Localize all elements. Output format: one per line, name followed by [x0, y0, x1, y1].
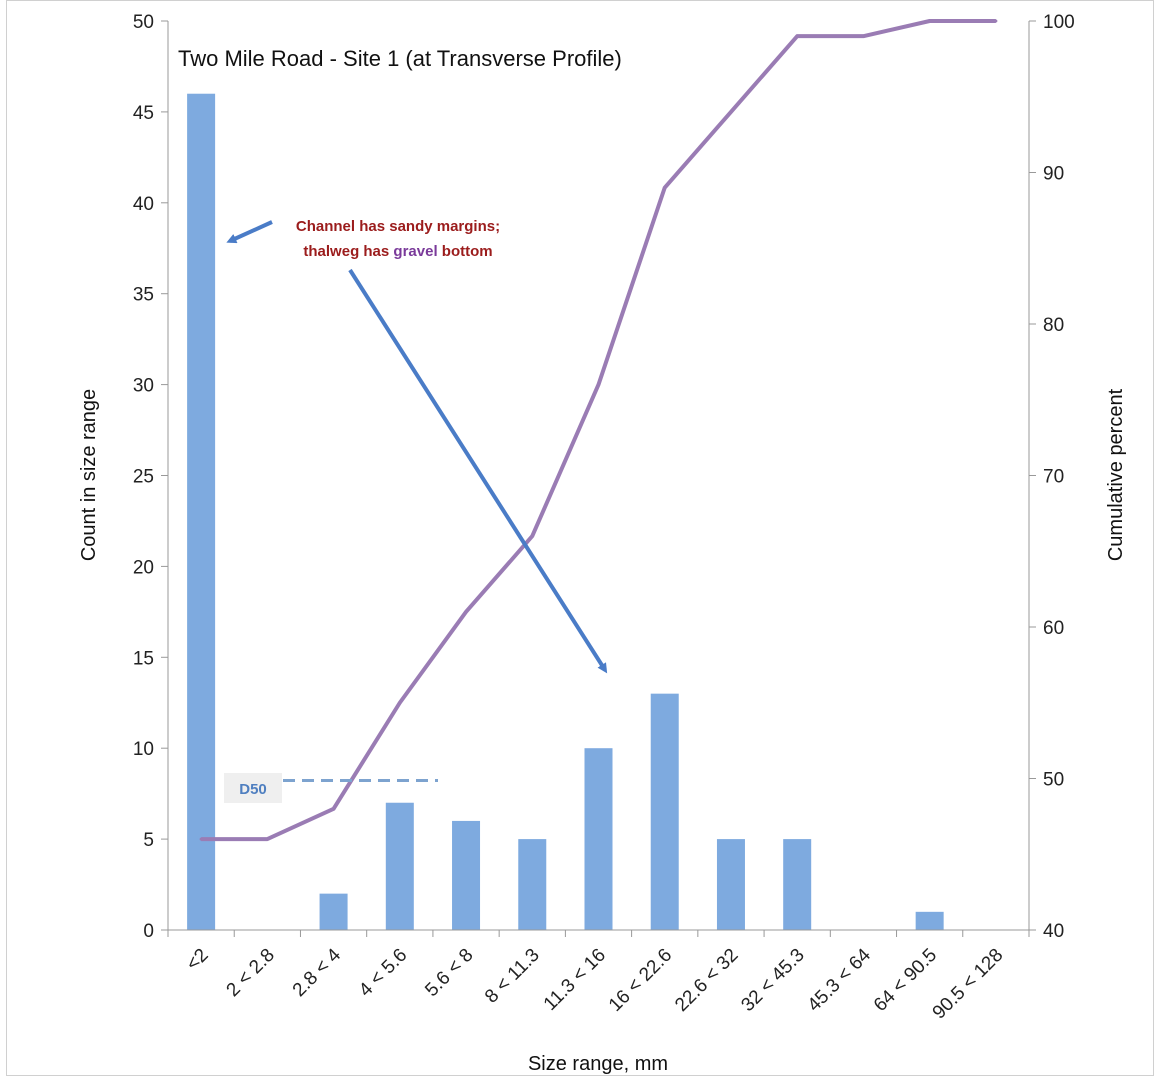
x-tick-label: 4 < 5.6 — [355, 945, 411, 1001]
y2-tick-label: 60 — [1043, 618, 1064, 639]
y-tick-label: 25 — [133, 467, 154, 488]
annotation-text-thalweg: thalweg has — [303, 243, 393, 260]
x-tick-label: <2 — [182, 945, 212, 975]
x-tick-label: 45.3 < 64 — [804, 944, 876, 1016]
bar-5 — [518, 839, 547, 930]
cumulative-point-1 — [265, 837, 269, 841]
bar-7 — [650, 693, 679, 930]
cumulative-point-2 — [332, 807, 336, 811]
x-axis-title: Size range, mm — [528, 1053, 668, 1075]
x-tick-label: 2 < 2.8 — [223, 945, 279, 1001]
annotation: Channel has sandy margins; thalweg has g… — [226, 218, 608, 674]
y-tick-label: 5 — [143, 830, 154, 851]
bar-0 — [187, 93, 216, 931]
chart-frame — [6, 0, 1154, 1076]
x-tick-label: 90.5 < 128 — [929, 945, 1008, 1024]
y-tick-label: 40 — [133, 194, 154, 215]
d50-box — [224, 773, 282, 803]
cumulative-point-8 — [729, 110, 733, 114]
bar-6 — [584, 748, 613, 930]
bar-9 — [783, 839, 812, 930]
y-tick-label: 35 — [133, 285, 154, 306]
x-tick-label: 22.6 < 32 — [671, 945, 742, 1016]
cumulative-point-0 — [199, 837, 203, 841]
y2-tick-label: 70 — [1043, 467, 1064, 488]
cumulative-point-11 — [928, 19, 932, 23]
cumulative-point-3 — [398, 701, 402, 705]
y-tick-label: 0 — [143, 921, 154, 942]
y-tick-label: 15 — [133, 648, 154, 669]
y-tick-label: 50 — [133, 12, 154, 33]
bar-2 — [319, 893, 348, 930]
x-tick-label: 8 < 11.3 — [481, 945, 544, 1008]
cumulative-point-12 — [994, 19, 998, 23]
cumulative-point-9 — [795, 34, 799, 38]
cumulative-line — [201, 19, 996, 842]
cumulative-point-5 — [530, 534, 534, 538]
annotation-arrow-left — [226, 220, 273, 244]
bar-8 — [716, 839, 745, 930]
y2-axis-title: Cumulative percent — [1105, 388, 1127, 561]
y-tick-label: 30 — [133, 376, 154, 397]
bar-4 — [452, 820, 481, 930]
cumulative-point-4 — [464, 610, 468, 614]
y-tick-label: 10 — [133, 739, 154, 760]
x-tick-label: 11.3 < 16 — [540, 945, 610, 1015]
x-tick-label: 2.8 < 4 — [289, 944, 346, 1001]
d50-marker: D50 — [224, 773, 438, 803]
annotation-line-1: Channel has sandy margins; — [296, 218, 500, 235]
annotation-text-gravel: gravel — [393, 243, 437, 260]
y2-tick-label: 40 — [1043, 921, 1064, 942]
x-tick-label: 64 < 90.5 — [870, 945, 941, 1016]
cumulative-point-10 — [861, 34, 865, 38]
y2-tick-label: 100 — [1043, 12, 1075, 33]
y-tick-label: 20 — [133, 557, 154, 578]
y2-tick-label: 80 — [1043, 315, 1064, 336]
annotation-arrow-long — [348, 268, 608, 674]
y2-tick-label: 90 — [1043, 164, 1064, 185]
x-tick-label: 32 < 45.3 — [737, 945, 808, 1016]
x-tick-label: 5.6 < 8 — [421, 945, 477, 1001]
x-tick-label: 16 < 22.6 — [605, 945, 676, 1016]
cumulative-point-7 — [663, 186, 667, 190]
chart-title: Two Mile Road - Site 1 (at Transverse Pr… — [178, 46, 622, 71]
d50-label: D50 — [239, 781, 267, 798]
annotation-text-bottom: bottom — [438, 243, 493, 260]
y2-tick-label: 50 — [1043, 770, 1064, 791]
bar-11 — [915, 911, 944, 930]
bar-3 — [385, 802, 414, 930]
annotation-line-2: thalweg has gravel bottom — [303, 243, 492, 260]
y-axis-title: Count in size range — [78, 389, 100, 561]
y-tick-label: 45 — [133, 103, 154, 124]
cumulative-point-6 — [597, 383, 600, 387]
